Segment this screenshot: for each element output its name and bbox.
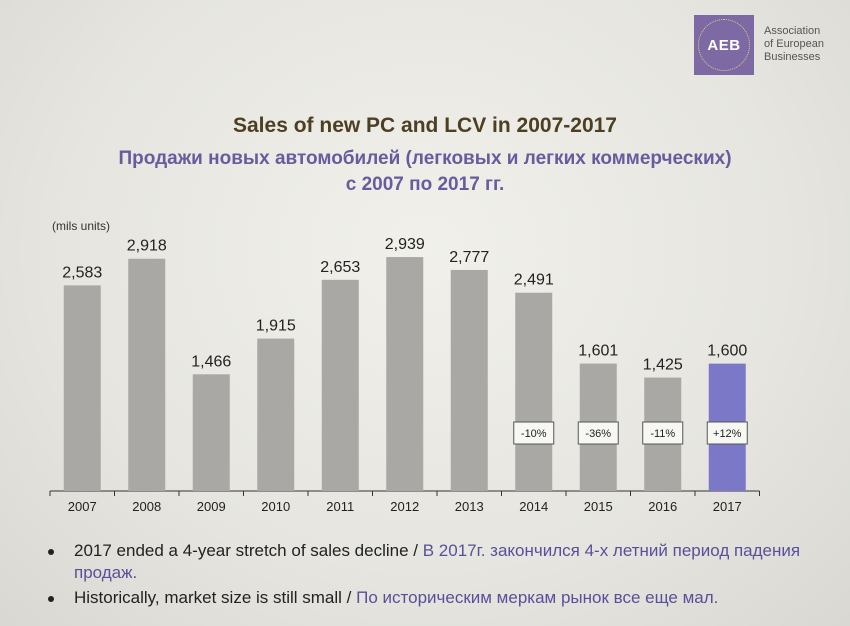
org-name-line-2: of European	[764, 38, 824, 50]
x-tick-label-2011: 2011	[326, 499, 354, 514]
bullet-text-russian: В 2017г. закончился 4-х летний период па…	[74, 541, 801, 582]
bullet-item: Historically, market size is still small…	[40, 587, 840, 609]
bar-2007	[63, 285, 101, 491]
bullet-text-russian: По историческим меркам рынок все еще мал…	[356, 588, 719, 607]
change-label-2017: +12%	[713, 428, 742, 440]
bullet-list: 2017 ended a 4-year stretch of sales dec…	[40, 540, 840, 612]
chart-title-russian: Продажи новых автомобилей (легковых и ле…	[0, 146, 850, 198]
bullet-item: 2017 ended a 4-year stretch of sales dec…	[40, 540, 840, 584]
bar-2012	[386, 257, 424, 491]
bar-2008	[128, 258, 166, 491]
org-name-line-3: Businesses	[764, 51, 821, 63]
bullet-dot	[48, 596, 54, 602]
chart-title-russian-line-2: с 2007 по 2017 гг.	[345, 174, 505, 195]
x-tick-label-2017: 2017	[713, 499, 742, 514]
x-tick-label-2014: 2014	[519, 499, 548, 514]
value-label-2015: 1,601	[578, 343, 618, 360]
x-tick-label-2012: 2012	[390, 499, 419, 514]
x-tick-label-2016: 2016	[648, 499, 677, 514]
bar-chart: 2,583 2007 2,918 2008 1,466 2009 1,915 2010 2,65…	[49, 236, 760, 514]
aeb-logo: AEB	[694, 15, 754, 75]
x-tick-label-2015: 2015	[584, 499, 613, 514]
change-badge-2016	[642, 421, 684, 445]
change-label-2015: -36%	[585, 428, 611, 440]
organization-name: Association of European Businesses	[764, 25, 850, 64]
value-label-2007: 2,583	[62, 264, 102, 281]
value-label-2008: 2,918	[127, 238, 167, 255]
value-label-2010: 1,915	[256, 318, 296, 335]
x-tick-label-2009: 2009	[197, 499, 226, 514]
value-label-2012: 2,939	[385, 236, 425, 253]
value-label-2009: 1,466	[191, 353, 231, 370]
bar-2009	[192, 374, 230, 491]
value-label-2011: 2,653	[320, 259, 360, 276]
value-label-2014: 2,491	[514, 272, 554, 289]
units-label: (mils units)	[52, 219, 111, 233]
change-label-2016: -11%	[650, 428, 675, 440]
bullet-text-english: Historically, market size is still small…	[74, 588, 357, 607]
x-tick-label-2008: 2008	[132, 499, 161, 514]
bullet-dot	[48, 549, 54, 555]
chart-title-english: Sales of new PC and LCV in 2007-2017	[233, 114, 617, 137]
bar-2013	[450, 269, 488, 491]
change-badge-2015	[577, 421, 619, 445]
chart-title-russian-line-1: Продажи новых автомобилей (легковых и ле…	[118, 148, 732, 169]
change-badge-2014	[513, 421, 555, 445]
change-label-2014: -10%	[521, 428, 547, 440]
org-name-line-1: Association	[764, 25, 821, 37]
x-tick-label-2013: 2013	[455, 499, 484, 514]
value-label-2017: 1,600	[707, 343, 747, 360]
x-tick-label-2010: 2010	[261, 499, 290, 514]
value-label-2013: 2,777	[449, 249, 489, 266]
bar-2014	[515, 292, 553, 491]
eu-stars-ring	[698, 19, 750, 71]
x-tick-label-2007: 2007	[68, 499, 97, 514]
value-label-2016: 1,425	[643, 357, 683, 374]
bar-2011	[321, 279, 359, 491]
change-badge-2017	[706, 421, 748, 445]
bar-2010	[257, 338, 295, 491]
bullet-text-english: 2017 ended a 4-year stretch of sales dec…	[74, 541, 423, 560]
